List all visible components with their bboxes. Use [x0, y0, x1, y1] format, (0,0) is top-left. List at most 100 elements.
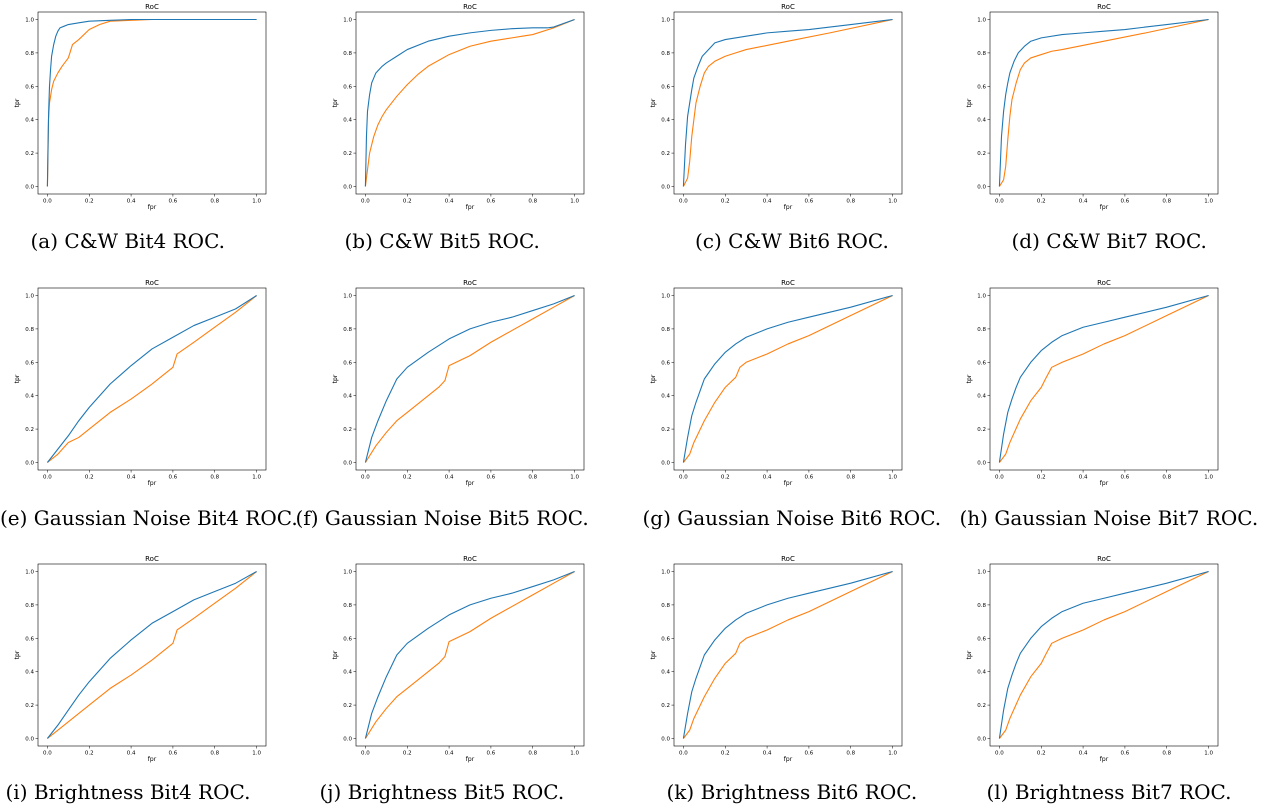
x-tick-label: 0.8: [528, 199, 537, 205]
x-tick-label: 0.6: [805, 475, 814, 481]
y-tick-label: 0.2: [343, 427, 352, 433]
y-tick-label: 0.8: [25, 51, 34, 57]
y-axis-label: tpr: [332, 650, 339, 659]
x-tick-label: 0.2: [85, 751, 94, 757]
x-axis-label: fpr: [1100, 480, 1109, 487]
y-tick-label: 0.6: [343, 84, 352, 90]
roc-chart: RoC 0.0 0.2 0.4 0.6 0.8 1.0 0.0 0.2 0.4 0.6 0.8 1.0 f…: [966, 279, 1219, 487]
y-tick-label: 0.6: [661, 636, 670, 642]
x-tick-label: 0.2: [721, 751, 730, 757]
y-tick-label: 0.2: [343, 151, 352, 157]
roc-chart: RoC 0.0 0.2 0.4 0.6 0.8 1.0 0.0 0.2 0.4 0.6 0.8 1.0 f…: [14, 279, 267, 487]
plot-frame: [37, 563, 267, 747]
roc-series-line-1: [46, 571, 257, 739]
y-tick-label: 0.2: [25, 151, 34, 157]
y-tick-label: 0.2: [661, 703, 670, 709]
y-axis-label: tpr: [650, 650, 657, 659]
y-tick-label: 1.0: [343, 18, 352, 24]
y-tick-label: 0.6: [661, 360, 670, 366]
roc-series-line-2: [364, 18, 575, 187]
x-tick-label: 0.4: [1079, 751, 1088, 757]
roc-series-line-2: [998, 295, 1209, 463]
roc-series-line-2: [46, 18, 257, 187]
x-tick-label: 0.4: [763, 199, 772, 205]
plot-frame: [37, 287, 267, 471]
plot-frame: [673, 11, 903, 195]
plot-frame: [673, 563, 903, 747]
roc-series-line-1: [998, 18, 1209, 187]
roc-series-line-1: [364, 294, 575, 463]
x-tick-label: 0.4: [127, 199, 136, 205]
x-axis-label: fpr: [148, 204, 157, 211]
roc-chart: RoC 0.0 0.2 0.4 0.6 0.8 1.0 0.0 0.2 0.4 0.6 0.8 1.0 f…: [14, 3, 267, 211]
x-tick-label: 0.4: [445, 475, 454, 481]
x-tick-label: 0.8: [1162, 475, 1171, 481]
x-tick-label: 1.0: [1204, 475, 1213, 481]
x-tick-label: 0.2: [403, 475, 412, 481]
roc-chart: RoC 0.0 0.2 0.4 0.6 0.8 1.0 0.0 0.2 0.4 0.6 0.8 1.0 f…: [966, 555, 1219, 763]
x-tick-label: 0.8: [210, 199, 219, 205]
roc-series-line-1: [46, 18, 257, 187]
x-tick-label: 0.2: [403, 199, 412, 205]
x-tick-label: 1.0: [252, 475, 261, 481]
roc-series-line-2: [682, 18, 893, 187]
x-axis-label: fpr: [1100, 756, 1109, 763]
x-tick-label: 0.0: [361, 751, 370, 757]
roc-chart: RoC 0.0 0.2 0.4 0.6 0.8 1.0 0.0 0.2 0.4 0.6 0.8 1.0 f…: [14, 555, 267, 763]
x-tick-label: 0.0: [679, 475, 688, 481]
x-tick-label: 0.2: [403, 751, 412, 757]
y-tick-label: 0.4: [977, 670, 986, 676]
y-tick-label: 1.0: [977, 570, 986, 576]
y-tick-label: 0.8: [25, 327, 34, 333]
figure-caption: (e) Gaussian Noise Bit4 ROC.: [0, 506, 298, 530]
roc-chart: RoC 0.0 0.2 0.4 0.6 0.8 1.0 0.0 0.2 0.4 0.6 0.8 1.0 f…: [332, 3, 585, 211]
y-tick-label: 0.0: [661, 460, 670, 466]
figure-caption: (g) Gaussian Noise Bit6 ROC.: [642, 506, 942, 530]
x-tick-label: 0.4: [445, 199, 454, 205]
y-axis-label: tpr: [650, 374, 657, 383]
y-tick-label: 0.0: [25, 184, 34, 190]
roc-chart: RoC 0.0 0.2 0.4 0.6 0.8 1.0 0.0 0.2 0.4 0.6 0.8 1.0 f…: [332, 279, 585, 487]
x-tick-label: 0.8: [528, 751, 537, 757]
plot-frame: [355, 563, 585, 747]
y-tick-label: 0.2: [25, 703, 34, 709]
plot-frame: [989, 11, 1219, 195]
y-tick-label: 0.6: [343, 360, 352, 366]
x-tick-label: 0.8: [1162, 751, 1171, 757]
x-tick-label: 0.8: [210, 475, 219, 481]
y-tick-label: 0.8: [343, 603, 352, 609]
x-tick-label: 1.0: [888, 475, 897, 481]
chart-title: RoC: [145, 555, 159, 563]
plot-frame: [355, 11, 585, 195]
figure-caption: (b) C&W Bit5 ROC.: [344, 229, 540, 253]
y-tick-label: 0.0: [661, 736, 670, 742]
chart-title: RoC: [145, 3, 159, 11]
y-tick-label: 1.0: [25, 294, 34, 300]
roc-series-line-2: [682, 571, 893, 739]
y-tick-label: 1.0: [661, 294, 670, 300]
y-tick-label: 0.0: [343, 736, 352, 742]
figure-caption: (j) Brightness Bit5 ROC.: [319, 780, 565, 804]
y-tick-label: 1.0: [343, 570, 352, 576]
x-tick-label: 0.6: [1121, 751, 1130, 757]
x-axis-label: fpr: [466, 204, 475, 211]
chart-title: RoC: [463, 279, 477, 287]
x-tick-label: 0.0: [995, 199, 1004, 205]
x-tick-label: 0.4: [445, 751, 454, 757]
x-tick-label: 0.6: [487, 751, 496, 757]
y-tick-label: 0.0: [977, 736, 986, 742]
y-tick-label: 0.4: [343, 394, 352, 400]
x-tick-label: 0.4: [1079, 199, 1088, 205]
y-axis-label: tpr: [332, 374, 339, 383]
y-tick-label: 0.6: [977, 636, 986, 642]
x-tick-label: 0.2: [1037, 199, 1046, 205]
x-tick-label: 0.6: [169, 199, 178, 205]
y-tick-label: 0.8: [661, 603, 670, 609]
y-tick-label: 0.2: [661, 151, 670, 157]
x-tick-label: 0.6: [169, 475, 178, 481]
figure-caption: (f) Gaussian Noise Bit5 ROC.: [295, 506, 589, 530]
y-tick-label: 0.2: [343, 703, 352, 709]
y-tick-label: 0.6: [25, 636, 34, 642]
x-tick-label: 0.2: [1037, 475, 1046, 481]
x-tick-label: 1.0: [252, 199, 261, 205]
